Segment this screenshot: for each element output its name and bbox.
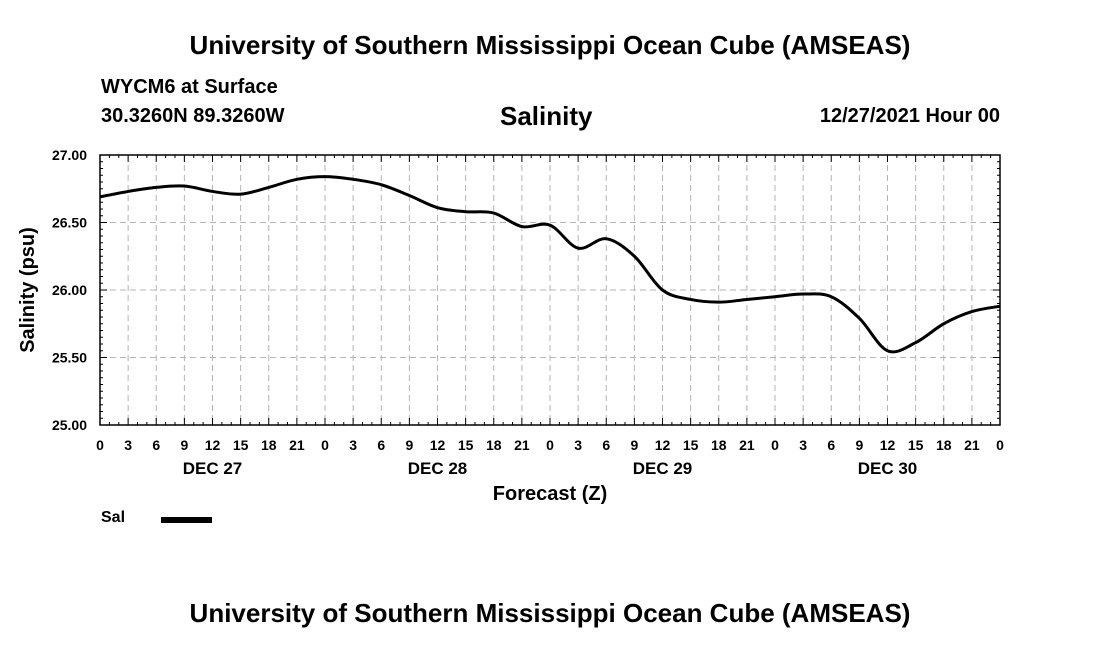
x-tick-label: 15 <box>908 437 924 453</box>
x-tick-label: 9 <box>630 437 638 453</box>
x-tick-label: 6 <box>377 437 385 453</box>
x-tick-label: 6 <box>827 437 835 453</box>
x-tick-label: 18 <box>936 437 952 453</box>
legend-label: Sal <box>101 509 126 526</box>
day-label: DEC 29 <box>633 459 693 478</box>
x-tick-label: 12 <box>655 437 671 453</box>
x-tick-label: 0 <box>321 437 329 453</box>
chart-footer-title: University of Southern Mississippi Ocean… <box>189 598 911 628</box>
y-tick-label: 26.50 <box>52 215 87 231</box>
x-axis-label: Forecast (Z) <box>493 483 607 505</box>
x-tick-label: 15 <box>233 437 249 453</box>
x-tick-label: 6 <box>602 437 610 453</box>
x-tick-label: 18 <box>711 437 727 453</box>
y-tick-label: 27.00 <box>52 147 87 163</box>
x-tick-label: 15 <box>683 437 699 453</box>
x-tick-label: 15 <box>458 437 474 453</box>
y-tick-label: 25.00 <box>52 417 87 433</box>
y-tick-label: 26.00 <box>52 282 87 298</box>
y-axis-label: Salinity (psu) <box>17 227 39 353</box>
x-tick-label: 21 <box>964 437 980 453</box>
x-tick-label: 0 <box>96 437 104 453</box>
day-label: DEC 28 <box>408 459 468 478</box>
x-tick-label: 6 <box>152 437 160 453</box>
x-tick-label: 0 <box>546 437 554 453</box>
series-line-sal <box>99 175 1001 354</box>
x-tick-label: 12 <box>880 437 896 453</box>
x-tick-label: 3 <box>799 437 807 453</box>
chart-subtitle: Salinity <box>500 101 593 131</box>
x-tick-label: 9 <box>180 437 188 453</box>
x-tick-label: 18 <box>261 437 277 453</box>
x-tick-label: 9 <box>855 437 863 453</box>
x-tick-label: 21 <box>289 437 305 453</box>
x-tick-label: 0 <box>771 437 779 453</box>
x-tick-label: 3 <box>124 437 132 453</box>
x-tick-label: 12 <box>430 437 446 453</box>
day-label: DEC 27 <box>183 459 243 478</box>
x-tick-label: 12 <box>205 437 221 453</box>
coordinates-label: 30.3260N 89.3260W <box>101 105 285 127</box>
x-tick-label: 21 <box>514 437 530 453</box>
x-tick-label: 3 <box>349 437 357 453</box>
chart-main-title: University of Southern Mississippi Ocean… <box>189 30 911 60</box>
x-tick-label: 3 <box>574 437 582 453</box>
station-label: WYCM6 at Surface <box>101 76 278 98</box>
y-tick-label: 25.50 <box>52 350 87 366</box>
x-tick-label: 0 <box>996 437 1004 453</box>
x-tick-label: 18 <box>486 437 502 453</box>
day-label: DEC 30 <box>858 459 918 478</box>
x-tick-label: 21 <box>739 437 755 453</box>
datetime-label: 12/27/2021 Hour 00 <box>819 105 1000 127</box>
legend-swatch-sal <box>161 517 212 523</box>
x-tick-label: 9 <box>405 437 413 453</box>
